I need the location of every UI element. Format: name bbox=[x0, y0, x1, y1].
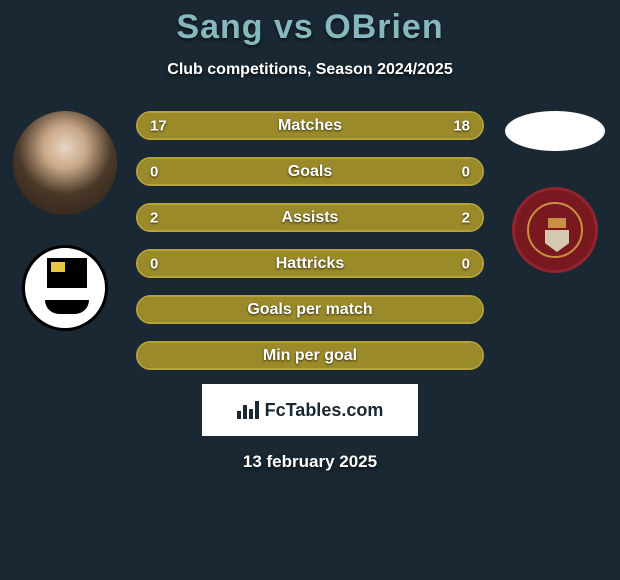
stat-value-left: 17 bbox=[150, 117, 167, 134]
stat-bar: Goals 0 0 bbox=[136, 157, 484, 186]
main-row: Matches1718Goals00Assists22Hattricks00Go… bbox=[0, 111, 620, 370]
stat-label: Min per goal bbox=[263, 347, 357, 365]
page-subtitle: Club competitions, Season 2024/2025 bbox=[0, 61, 620, 79]
stat-bar: Assists 2 2 bbox=[136, 203, 484, 232]
stat-bar: Matches 17 18 bbox=[136, 111, 484, 140]
stat-bar: Hattricks 0 0 bbox=[136, 249, 484, 278]
stat-bars-column: Matches1718Goals00Assists22Hattricks00Go… bbox=[130, 111, 490, 370]
page-title: Sang vs OBrien bbox=[0, 0, 620, 47]
stat-value-right: 18 bbox=[453, 117, 470, 134]
stat-label: Matches bbox=[278, 117, 342, 135]
right-player-avatar bbox=[505, 111, 605, 151]
left-club-badge bbox=[22, 245, 108, 331]
stat-label: Assists bbox=[282, 209, 339, 227]
stat-value-right: 2 bbox=[462, 209, 470, 226]
stat-label: Hattricks bbox=[276, 255, 344, 273]
right-club-badge bbox=[512, 187, 598, 273]
left-player-column bbox=[6, 111, 124, 331]
infographic-date: 13 february 2025 bbox=[0, 452, 620, 472]
stat-value-left: 0 bbox=[150, 163, 158, 180]
stat-value-right: 0 bbox=[462, 255, 470, 272]
bar-chart-icon bbox=[237, 401, 259, 419]
stat-bar: Goals per match bbox=[136, 295, 484, 324]
brand-text: FcTables.com bbox=[265, 400, 384, 421]
stat-bar: Min per goal bbox=[136, 341, 484, 370]
left-player-avatar bbox=[13, 111, 117, 215]
stat-label: Goals per match bbox=[247, 301, 372, 319]
stat-value-left: 0 bbox=[150, 255, 158, 272]
infographic-root: Sang vs OBrien Club competitions, Season… bbox=[0, 0, 620, 580]
avatar-photo-placeholder bbox=[13, 111, 117, 215]
stat-value-left: 2 bbox=[150, 209, 158, 226]
stat-label: Goals bbox=[288, 163, 332, 181]
brand-badge: FcTables.com bbox=[202, 384, 418, 436]
stat-value-right: 0 bbox=[462, 163, 470, 180]
right-player-column bbox=[496, 111, 614, 273]
